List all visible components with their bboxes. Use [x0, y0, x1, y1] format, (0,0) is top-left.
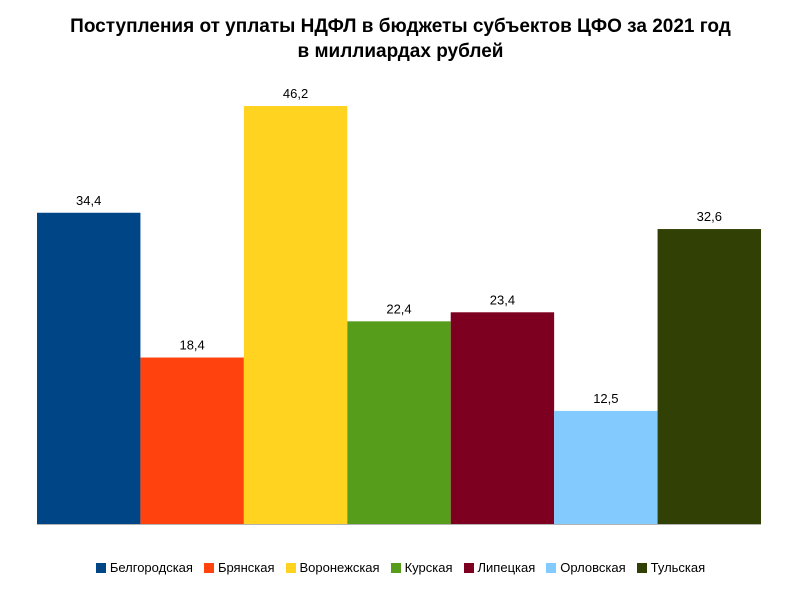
chart-title-line-2: в миллиардах рублей: [297, 41, 504, 62]
legend-item-5: Липецкая: [463, 560, 536, 575]
legend-label-4: Курская: [404, 560, 453, 575]
bar-value-label-4: 22,4: [386, 301, 411, 316]
bar-6: [554, 410, 658, 524]
legend-label-2: Брянская: [217, 560, 275, 575]
legend-swatch-5: [463, 562, 474, 573]
chart-title: Поступления от уплаты НДФЛ в бюджеты суб…: [0, 14, 801, 64]
legend-swatch-1: [95, 562, 106, 573]
legend-item-6: Орловская: [546, 560, 626, 575]
legend-label-6: Орловская: [560, 560, 626, 575]
data-labels-group: 34,4 18,4 46,2 22,4 23,4 12,5 32,6: [76, 86, 722, 406]
bar-value-label-7: 32,6: [697, 209, 722, 224]
legend-item-7: Тульская: [636, 560, 706, 575]
bar-5: [450, 312, 555, 524]
bar-value-label-6: 12,5: [593, 391, 618, 406]
legend-label-1: Белгородская: [109, 560, 193, 575]
legend-item-4: Курская: [390, 560, 453, 575]
legend-swatch-3: [285, 562, 296, 573]
bar-1: [37, 212, 141, 524]
legend-swatch-7: [636, 562, 647, 573]
chart-legend: Белгородская Брянская Воронежская Курская Ли…: [0, 560, 801, 575]
legend-label-3: Воронежская: [299, 560, 380, 575]
bar-value-label-1: 34,4: [76, 193, 101, 208]
legend-label-5: Липецкая: [477, 560, 536, 575]
bar-7: [657, 229, 761, 525]
bar-value-label-3: 46,2: [283, 86, 308, 101]
bar-value-label-2: 18,4: [179, 338, 204, 353]
legend-swatch-4: [390, 562, 401, 573]
legend-swatch-2: [203, 562, 214, 573]
bars-group: [37, 106, 761, 525]
legend-item-3: Воронежская: [285, 560, 380, 575]
bar-value-label-5: 23,4: [490, 292, 515, 307]
bar-4: [347, 321, 451, 524]
bar-3: [243, 106, 348, 524]
legend-label-7: Тульская: [650, 560, 706, 575]
legend-item-1: Белгородская: [95, 560, 193, 575]
bar-2: [140, 357, 244, 524]
legend-swatch-6: [546, 562, 557, 573]
chart-title-line-1: Поступления от уплаты НДФЛ в бюджеты суб…: [70, 16, 731, 37]
legend-item-2: Брянская: [203, 560, 275, 575]
